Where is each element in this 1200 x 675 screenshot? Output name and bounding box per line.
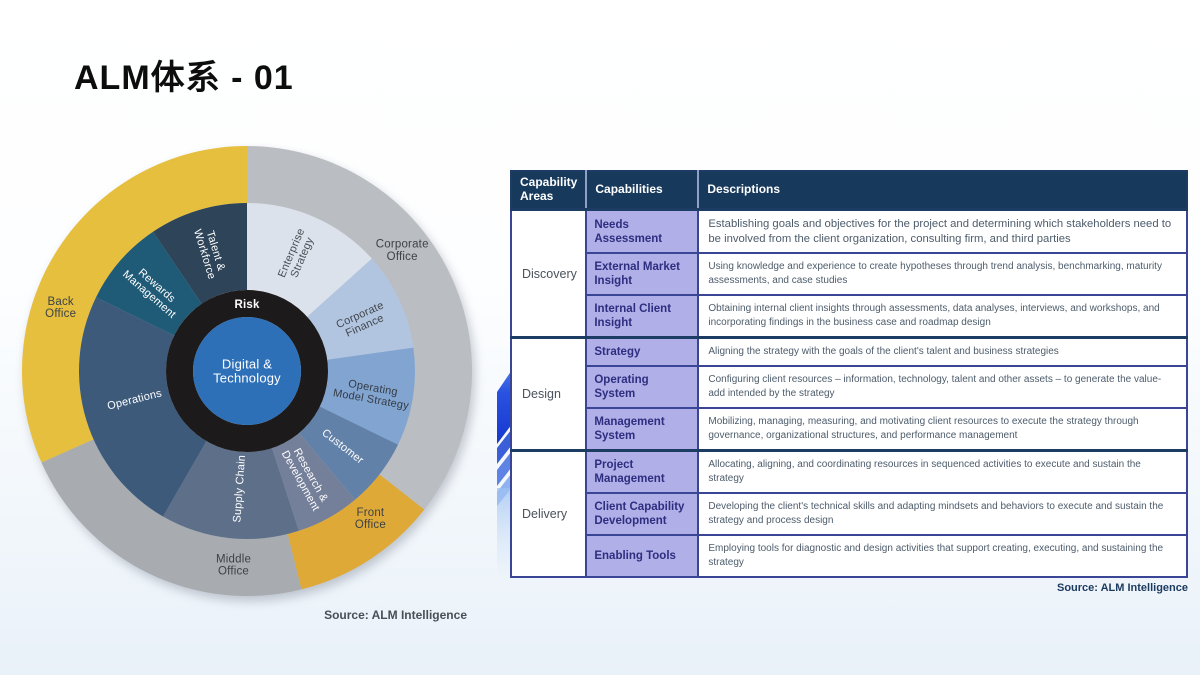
table-row: Internal Client Insight Obtaining interna…	[511, 294, 1188, 339]
description-cell: Employing tools for diagnostic and desig…	[697, 534, 1188, 579]
outer-label-middle-office: Middle Office	[216, 553, 251, 577]
center-circle	[193, 317, 301, 425]
description-cell: Developing the client's technical skills…	[697, 492, 1188, 537]
inner-segment-rewards-management	[96, 231, 202, 336]
table-row: Client Capability Development Developing …	[511, 492, 1188, 537]
outer-label-front-office: Front Office	[355, 507, 386, 531]
description-cell: Using knowledge and experience to create…	[697, 252, 1188, 297]
area-cell-delivery: Delivery	[509, 449, 588, 579]
capability-cell: Management System	[585, 407, 700, 452]
capability-table: Capability Areas Capabilities Descriptio…	[509, 170, 1188, 579]
description-cell: Aligning the strategy with the goals of …	[697, 336, 1188, 368]
outer-segment-middle-office	[41, 439, 302, 597]
capability-wheel-chart: Corporate Office Front Office Middle Office Ba…	[21, 145, 472, 597]
inner-segment-operating-model-strategy	[319, 347, 416, 445]
inner-segment-research-development	[272, 433, 355, 531]
risk-label: Risk	[234, 299, 259, 311]
capability-cell: Needs Assessment	[585, 208, 700, 255]
description-cell: Mobilizing, managing, measuring, and mot…	[697, 407, 1188, 452]
inner-segment-corporate-finance	[307, 258, 414, 360]
capability-cell: External Market Insight	[585, 252, 700, 297]
center-label: Digital & Technology	[213, 357, 281, 386]
capability-cell: Operating System	[585, 365, 700, 410]
inner-segment-operations	[78, 297, 207, 517]
risk-ring	[166, 290, 328, 452]
outer-label-corporate-office: Corporate Office	[376, 239, 429, 263]
capability-cell: Internal Client Insight	[585, 294, 700, 339]
area-cell-design: Design	[509, 336, 588, 452]
capability-table-panel: Capability Areas Capabilities Descriptio…	[509, 170, 1188, 595]
inner-segment-customer	[299, 406, 398, 500]
outer-label-back-office: Back Office	[45, 296, 76, 320]
col-header-descriptions: Descriptions	[697, 171, 1187, 210]
table-row: Operating System Configuring client resou…	[511, 365, 1188, 410]
description-cell: Establishing goals and objectives for th…	[697, 208, 1188, 255]
capability-cell: Client Capability Development	[585, 492, 700, 537]
table-row: Delivery Project Management Allocating, al…	[509, 449, 1188, 579]
chart-source-label: Source: ALM Intelligence	[324, 608, 467, 622]
capability-cell: Project Management	[585, 449, 700, 495]
table-row: Design Strategy Aligning the strategy with…	[509, 336, 1188, 452]
table-header-row: Capability Areas Capabilities Descriptio…	[511, 171, 1187, 210]
description-cell: Obtaining internal client insights throu…	[697, 294, 1188, 339]
inner-segment-talent-workforce	[153, 203, 247, 304]
capability-cell: Strategy	[585, 336, 700, 368]
outer-segment-corporate-office	[247, 146, 472, 510]
description-cell: Configuring client resources – informati…	[697, 365, 1188, 410]
description-cell: Allocating, aligning, and coordinating r…	[697, 449, 1188, 495]
outer-segment-front-office	[287, 474, 425, 590]
area-cell-discovery: Discovery	[509, 207, 588, 339]
table-row: Enabling Tools Employing tools for diagno…	[511, 534, 1188, 579]
capability-cell: Enabling Tools	[585, 534, 700, 579]
inner-label-supply-chain: Supply Chain	[231, 455, 248, 524]
table-row: Discovery Needs Assessment Establishing go…	[509, 207, 1188, 339]
col-header-capability-areas: Capability Areas	[511, 171, 587, 210]
table-row: Management System Mobilizing, managing, m…	[511, 407, 1188, 452]
slide-title: ALM体系 - 01	[74, 59, 294, 97]
col-header-capabilities: Capabilities	[585, 171, 699, 210]
table-row: External Market Insight Using knowledge a…	[511, 252, 1188, 297]
capability-wheel: Corporate Office Front Office Middle Office Ba…	[17, 141, 472, 622]
table-source-label: Source: ALM Intelligence	[1056, 582, 1188, 595]
inner-segment-enterprise-strategy	[247, 203, 372, 317]
inner-segment-supply-chain	[163, 441, 299, 539]
outer-segment-back-office	[21, 145, 248, 463]
